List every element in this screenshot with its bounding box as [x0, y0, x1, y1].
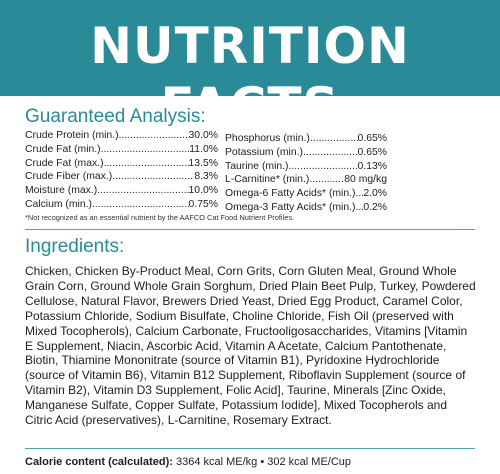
analysis-row: L-Carnitine* (min.)80 mg/kg: [225, 173, 387, 187]
analysis-row: Crude Protein (min.)30.0%: [25, 129, 218, 143]
calorie-label: Calorie content (calculated):: [25, 456, 173, 468]
analysis-row: Crude Fat (max.)13.5%: [25, 157, 218, 171]
title-banner: NUTRITION FACTS: [0, 0, 500, 135]
analysis-row: Omega-3 Fatty Acids* (min.)0.2%: [225, 201, 387, 215]
analysis-row: Crude Fat (min.)11.0%: [25, 143, 218, 157]
ingredients-heading: Ingredients:: [25, 236, 125, 257]
analysis-row: Omega-6 Fatty Acids* (min.)2.0%: [225, 187, 387, 201]
guaranteed-analysis-left-column: Crude Protein (min.)30.0% Crude Fat (min…: [25, 129, 218, 212]
guaranteed-analysis-heading: Guaranteed Analysis:: [25, 106, 206, 127]
calorie-value: 3364 kcal ME/kg • 302 kcal ME/Cup: [175, 456, 352, 468]
section-divider: [25, 229, 475, 230]
analysis-row: Potassium (min.)0.65%: [225, 146, 387, 160]
section-divider: [25, 448, 475, 449]
analysis-row: Taurine (min.)0.13%: [225, 160, 387, 174]
calorie-content: Calorie content (calculated): 3364 kcal …: [25, 456, 351, 468]
analysis-row: Crude Fiber (max.)8.3%: [25, 170, 218, 184]
ingredients-list: Chicken, Chicken By-Product Meal, Corn G…: [25, 264, 476, 428]
guaranteed-analysis-right-column: Phosphorus (min.)0.65% Potassium (min.)0…: [225, 132, 387, 215]
analysis-row: Calcium (min.)0.75%: [25, 198, 218, 212]
analysis-row: Moisture (max.)10.0%: [25, 184, 218, 198]
page-title: NUTRITION FACTS: [90, 17, 410, 135]
analysis-row: Phosphorus (min.)0.65%: [225, 132, 387, 146]
aafco-footnote: *Not recognized as an essential nutrient…: [25, 213, 295, 222]
